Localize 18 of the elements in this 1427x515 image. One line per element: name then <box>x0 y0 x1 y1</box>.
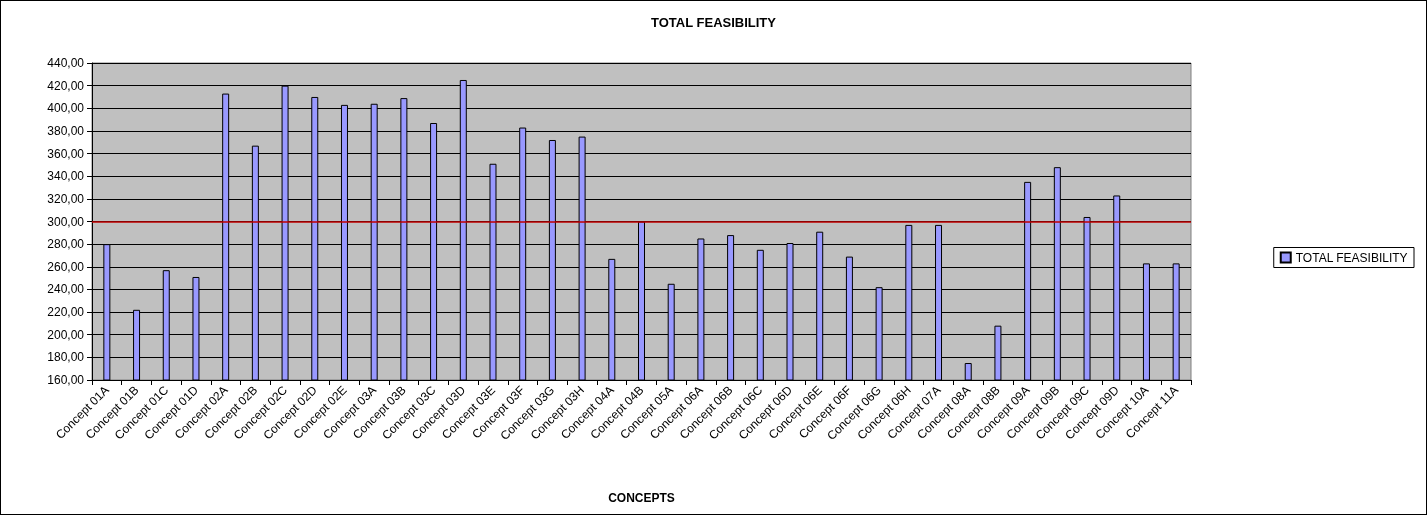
y-tick-label: 400,00 <box>47 101 85 116</box>
y-tick-label: 200,00 <box>47 327 85 342</box>
y-tick-label: 420,00 <box>47 78 85 93</box>
y-tick-label: 300,00 <box>47 214 85 229</box>
y-tick-label: 240,00 <box>47 282 85 297</box>
y-tick-label: 220,00 <box>47 305 85 320</box>
y-tick-label: 340,00 <box>47 169 85 184</box>
y-tick-label: 260,00 <box>47 259 85 274</box>
legend-label: TOTAL FEASIBILITY <box>1295 250 1408 265</box>
y-tick-label: 160,00 <box>47 373 85 387</box>
x-axis-title: CONCEPTS <box>608 491 675 505</box>
y-tick-label: 280,00 <box>47 237 85 252</box>
y-tick-label: 180,00 <box>47 350 85 365</box>
y-tick-label: 360,00 <box>47 146 85 161</box>
y-tick-label: 440,00 <box>47 56 85 70</box>
chart-title: TOTAL FEASIBILITY <box>651 15 777 30</box>
y-tick-label: 380,00 <box>47 123 85 138</box>
y-tick-label: 320,00 <box>47 191 85 206</box>
